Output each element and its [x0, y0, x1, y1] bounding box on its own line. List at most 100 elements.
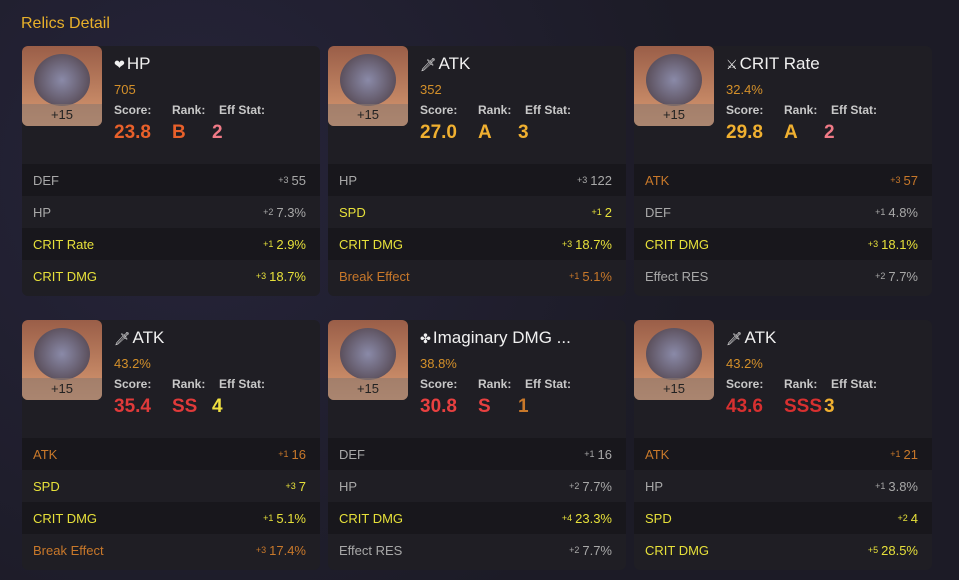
substat-value: 28.5%: [881, 543, 918, 558]
substat-list: ATK +1 16 SPD +3 7 CRIT DMG +1 5.1% Break Effect +…: [22, 438, 320, 566]
substat-roll-count: +3: [255, 545, 267, 555]
main-stat-value: 38.8%: [420, 356, 457, 371]
relic-card[interactable]: +15 ✤ Imaginary DMG ... 38.8% Score: Rank…: [328, 320, 626, 570]
main-stat-value: 705: [114, 82, 136, 97]
substat-roll-count: +5: [867, 545, 879, 555]
substat-name: Break Effect: [339, 269, 410, 284]
substat-row: ATK +1 16: [22, 438, 320, 470]
substat-roll-count: +2: [263, 207, 274, 217]
substat-list: ATK +3 57 DEF +1 4.8% CRIT DMG +3 18.1% Effect RE…: [634, 164, 932, 292]
substat-name: ATK: [33, 447, 58, 462]
substat-value: 7.7%: [582, 479, 612, 494]
rank-label: Rank:: [784, 103, 818, 117]
relic-card[interactable]: +15 🗡 ATK 352 Score: Rank: Eff Stat: 27.0…: [328, 46, 626, 296]
relic-image: +15: [634, 46, 714, 126]
substat-roll-count: +1: [263, 513, 274, 523]
rank-label: Rank:: [478, 103, 512, 117]
main-stat: ✤ Imaginary DMG ...: [420, 328, 571, 348]
substat-value: 4: [910, 511, 918, 526]
substat-value: 7.7%: [582, 543, 612, 558]
main-stat: 🗡 ATK: [420, 54, 470, 74]
rank-label: Rank:: [172, 377, 206, 391]
substat-roll-count: +3: [867, 239, 879, 249]
main-stat-name: ATK: [744, 328, 777, 347]
eff-stat-value: 2: [824, 122, 835, 143]
substat-value: 4.8%: [888, 205, 918, 220]
substat-name: CRIT DMG: [339, 237, 404, 252]
substat-row: HP +1 3.8%: [634, 470, 932, 502]
substat-row: SPD +3 7: [22, 470, 320, 502]
substat-row: CRIT DMG +3 18.7%: [22, 260, 320, 292]
score-value: 35.4: [114, 396, 151, 417]
sword-icon: 🗡: [114, 331, 131, 346]
relic-card[interactable]: +15 🗡 ATK 43.2% Score: Rank: Eff Stat: 35…: [22, 320, 320, 570]
substat-list: DEF +3 55 HP +2 7.3% CRIT Rate +1 2.9% CRIT DMG +3…: [22, 164, 320, 292]
substat-value: 55: [291, 173, 306, 188]
relic-card[interactable]: +15 ❤ HP 705 Score: Rank: Eff Stat: 23.8 …: [22, 46, 320, 296]
substat-roll-count: +2: [897, 513, 908, 523]
score-value: 43.6: [726, 396, 763, 417]
substat-name: HP: [339, 479, 358, 494]
substat-name: CRIT DMG: [33, 511, 98, 526]
main-stat: ❤ HP: [114, 54, 151, 74]
substat-name: HP: [33, 205, 52, 220]
substat-row: HP +3 122: [328, 164, 626, 196]
eff-stat-label: Eff Stat:: [831, 103, 877, 117]
rank-value: SS: [172, 396, 198, 417]
substat-value: 18.7%: [269, 269, 306, 284]
relic-image: +15: [328, 46, 408, 126]
substat-name: DEF: [339, 447, 365, 462]
main-stat: 🗡 ATK: [114, 328, 164, 348]
substat-roll-count: +2: [569, 545, 580, 555]
substat-roll-count: +3: [285, 481, 296, 491]
substat-list: ATK +1 21 HP +1 3.8% SPD +2 4 CRIT DMG +5 28.5%: [634, 438, 932, 566]
substat-row: CRIT DMG +4 23.3%: [328, 502, 626, 534]
relic-image: +15: [634, 320, 714, 400]
substat-row: DEF +1 16: [328, 438, 626, 470]
main-stat-value: 352: [420, 82, 442, 97]
imaginary-icon: ✤: [420, 331, 431, 346]
substat-list: DEF +1 16 HP +2 7.7% CRIT DMG +4 23.3% Effect RES…: [328, 438, 626, 566]
rank-value: A: [478, 122, 492, 143]
score-label: Score:: [726, 103, 764, 117]
substat-row: HP +2 7.3%: [22, 196, 320, 228]
relic-level: +15: [328, 378, 408, 400]
relic-art: [340, 54, 396, 106]
rank-value: B: [172, 122, 186, 143]
substat-name: HP: [645, 479, 664, 494]
substat-name: DEF: [33, 173, 59, 188]
relic-level: +15: [634, 104, 714, 126]
relic-card[interactable]: +15 ⚔ CRIT Rate 32.4% Score: Rank: Eff St…: [634, 46, 932, 296]
substat-row: DEF +3 55: [22, 164, 320, 196]
substat-roll-count: +2: [569, 481, 580, 491]
substat-name: Effect RES: [339, 543, 403, 558]
substat-roll-count: +3: [561, 239, 573, 249]
relic-card[interactable]: +15 🗡 ATK 43.2% Score: Rank: Eff Stat: 43…: [634, 320, 932, 570]
substat-row: ATK +3 57: [634, 164, 932, 196]
substat-roll-count: +3: [278, 175, 289, 185]
substat-name: CRIT DMG: [645, 543, 710, 558]
score-label: Score:: [726, 377, 764, 391]
substat-name: SPD: [339, 205, 366, 220]
sword-icon: 🗡: [726, 331, 743, 346]
relic-art: [646, 54, 702, 106]
eff-stat-value: 1: [518, 396, 529, 417]
rank-label: Rank:: [172, 103, 206, 117]
substat-name: HP: [339, 173, 358, 188]
substat-name: ATK: [645, 173, 670, 188]
substat-row: SPD +2 4: [634, 502, 932, 534]
eff-stat-label: Eff Stat:: [219, 103, 265, 117]
main-stat-name: HP: [126, 54, 151, 73]
eff-stat-value: 2: [212, 122, 223, 143]
substat-value: 5.1%: [276, 511, 306, 526]
substat-row: Effect RES +2 7.7%: [634, 260, 932, 292]
main-stat-name: Imaginary DMG ...: [432, 328, 571, 347]
relic-image: +15: [22, 46, 102, 126]
section-title: Relics Detail: [21, 15, 110, 32]
main-stat-value: 43.2%: [726, 356, 763, 371]
main-stat-name: ATK: [132, 328, 165, 347]
substat-value: 16: [291, 447, 306, 462]
relic-level: +15: [22, 378, 102, 400]
substat-value: 57: [903, 173, 918, 188]
score-label: Score:: [420, 103, 458, 117]
